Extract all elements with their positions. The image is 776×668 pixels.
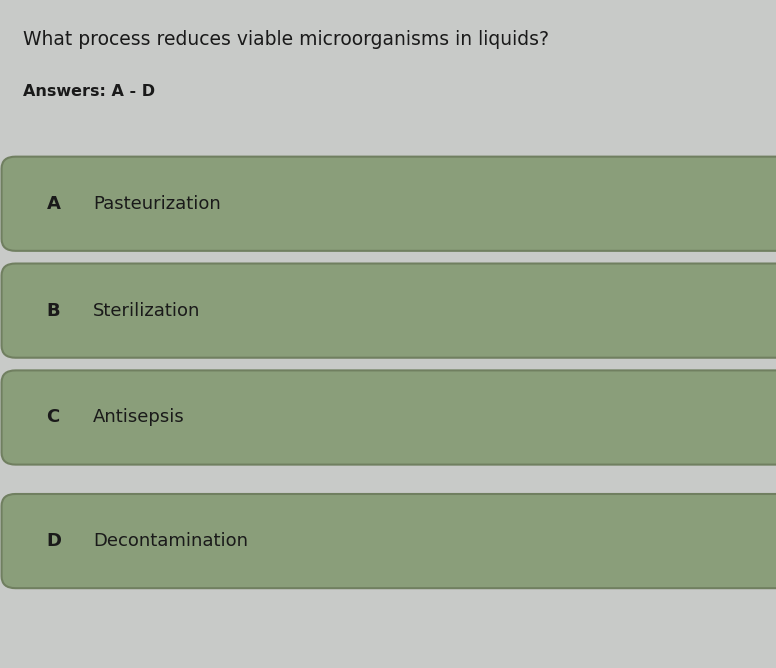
FancyBboxPatch shape — [2, 370, 776, 465]
Text: Sterilization: Sterilization — [93, 302, 200, 319]
Text: D: D — [47, 532, 61, 550]
Text: A: A — [47, 195, 61, 212]
Text: Antisepsis: Antisepsis — [93, 409, 185, 426]
Text: Pasteurization: Pasteurization — [93, 195, 221, 212]
FancyBboxPatch shape — [2, 156, 776, 251]
Text: B: B — [47, 302, 61, 319]
FancyBboxPatch shape — [2, 494, 776, 588]
Text: C: C — [47, 409, 60, 426]
FancyBboxPatch shape — [2, 263, 776, 358]
Text: Answers: A - D: Answers: A - D — [23, 84, 155, 98]
Text: What process reduces viable microorganisms in liquids?: What process reduces viable microorganis… — [23, 30, 549, 49]
Text: Decontamination: Decontamination — [93, 532, 248, 550]
